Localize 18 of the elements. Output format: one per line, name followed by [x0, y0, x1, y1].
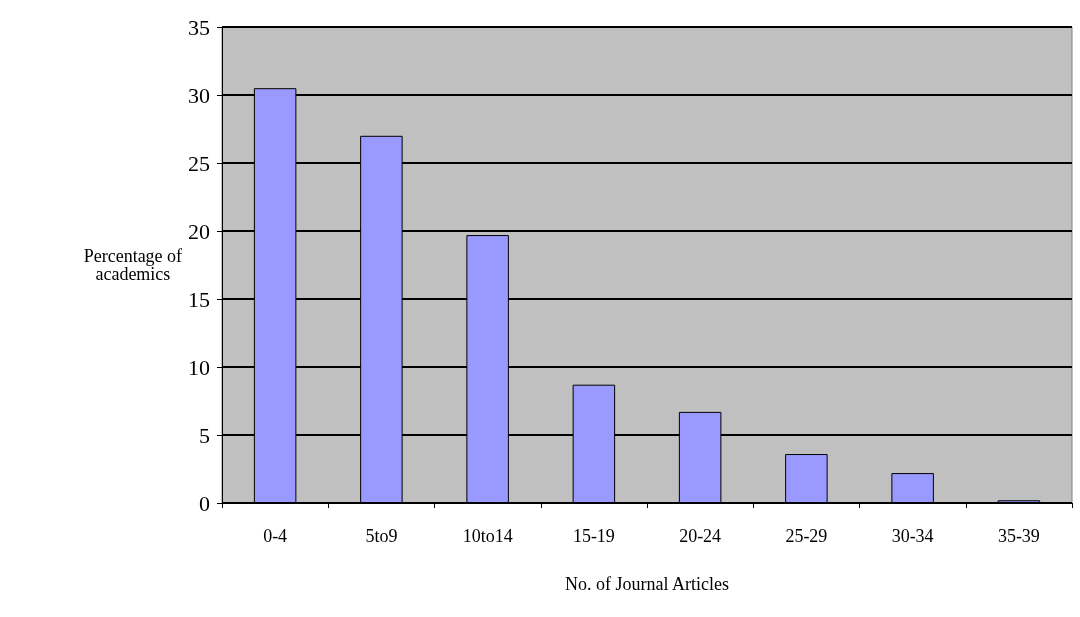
y-tick-label: 5 [199, 422, 210, 448]
x-tick-label: 10to14 [462, 526, 513, 546]
y-tick-label: 0 [199, 490, 210, 516]
y-tick-label: 25 [188, 150, 210, 176]
x-tick-label: 5to9 [365, 526, 398, 546]
y-tick-label: 15 [188, 286, 210, 312]
x-tick-label: 20-24 [679, 526, 722, 546]
x-tick-label: 30-34 [891, 526, 934, 546]
y-tick-label: 20 [188, 218, 210, 244]
y-tick-label: 30 [188, 82, 210, 108]
x-tick-label: 15-19 [572, 526, 615, 546]
x-axis-title: No. of Journal Articles [565, 574, 729, 594]
x-tick-label: 0-4 [263, 526, 288, 546]
y-tick-label: 35 [188, 14, 210, 40]
y-tick-label: 10 [188, 354, 210, 380]
y-axis-title: Percentage of academics [83, 246, 183, 284]
x-tick-label: 25-29 [785, 526, 828, 546]
x-tick-label: 35-39 [997, 526, 1040, 546]
